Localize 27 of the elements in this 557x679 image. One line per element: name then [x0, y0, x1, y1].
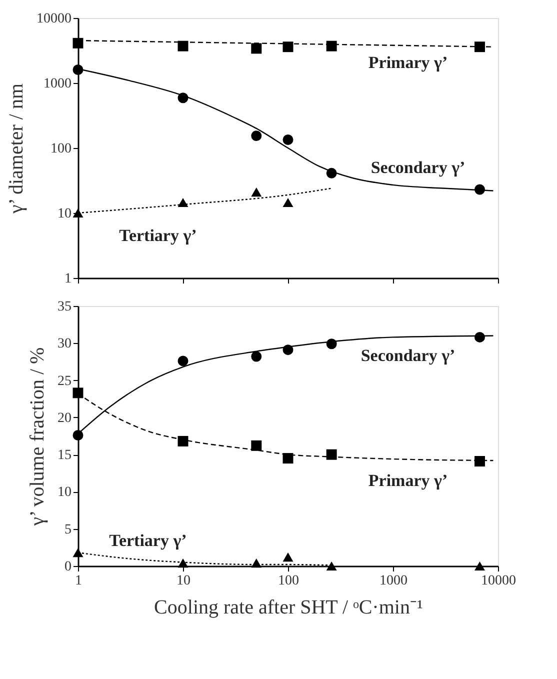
annotation: Tertiary γ’: [109, 531, 187, 550]
annotation: Primary γ’: [368, 471, 448, 490]
y-tick-label: 10: [58, 206, 72, 222]
x-tick-label: 10000: [481, 574, 516, 588]
annotation: Secondary γ’: [370, 158, 466, 177]
y-tick-label: 10: [58, 485, 72, 500]
x-tick-label: 1000: [380, 574, 408, 588]
y-tick-label: 10000: [36, 12, 72, 26]
x-axis-title: Cooling rate after SHT / ᵒC·min⁻¹: [154, 596, 423, 618]
y-tick-label: 100: [50, 142, 72, 156]
y-tick-label: 5: [64, 522, 72, 538]
annotation: Tertiary γ’: [119, 226, 197, 245]
y-tick-label: 30: [58, 336, 72, 352]
y-tick-label: 35: [58, 300, 72, 314]
x-tick-label: 1: [75, 574, 82, 588]
x-tick-label: 100: [278, 574, 299, 588]
y-tick-label: 0: [64, 560, 72, 574]
y-tick-label: 1: [64, 272, 72, 286]
y-tick-label: 15: [58, 448, 72, 464]
y-tick-label: 25: [58, 374, 72, 389]
y-axis-title: γ’ volume fraction / %: [26, 347, 48, 527]
y-axis-title: γ’ diameter / nm: [6, 83, 28, 215]
y-tick-label: 1000: [44, 76, 72, 92]
annotation: Secondary γ’: [360, 346, 456, 365]
x-tick-label: 10: [176, 574, 190, 588]
annotation: Primary γ’: [368, 53, 448, 72]
y-tick-label: 20: [58, 410, 72, 426]
